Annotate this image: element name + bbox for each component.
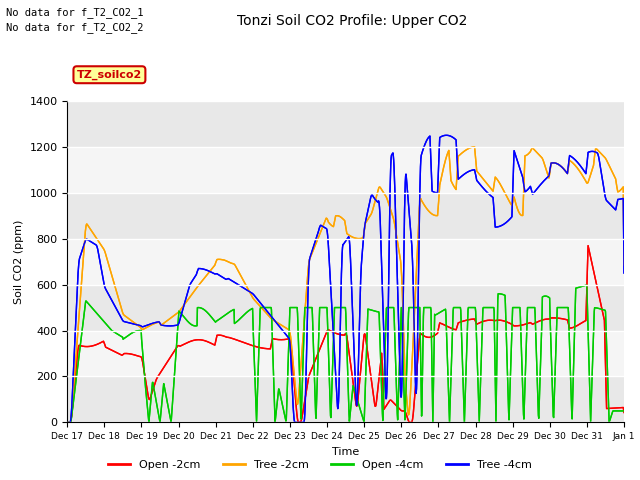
Text: No data for f_T2_CO2_2: No data for f_T2_CO2_2 bbox=[6, 22, 144, 33]
Text: No data for f_T2_CO2_1: No data for f_T2_CO2_1 bbox=[6, 7, 144, 18]
Bar bbox=[67, 192, 624, 239]
Bar bbox=[67, 147, 624, 192]
Bar bbox=[67, 376, 624, 422]
Y-axis label: Soil CO2 (ppm): Soil CO2 (ppm) bbox=[14, 219, 24, 304]
Bar bbox=[67, 285, 624, 331]
X-axis label: Time: Time bbox=[332, 447, 359, 456]
Bar bbox=[67, 101, 624, 147]
Text: TZ_soilco2: TZ_soilco2 bbox=[77, 70, 142, 80]
Text: Tonzi Soil CO2 Profile: Upper CO2: Tonzi Soil CO2 Profile: Upper CO2 bbox=[237, 14, 467, 28]
Bar bbox=[67, 331, 624, 376]
Legend: Open -2cm, Tree -2cm, Open -4cm, Tree -4cm: Open -2cm, Tree -2cm, Open -4cm, Tree -4… bbox=[104, 456, 536, 474]
Bar bbox=[67, 239, 624, 285]
